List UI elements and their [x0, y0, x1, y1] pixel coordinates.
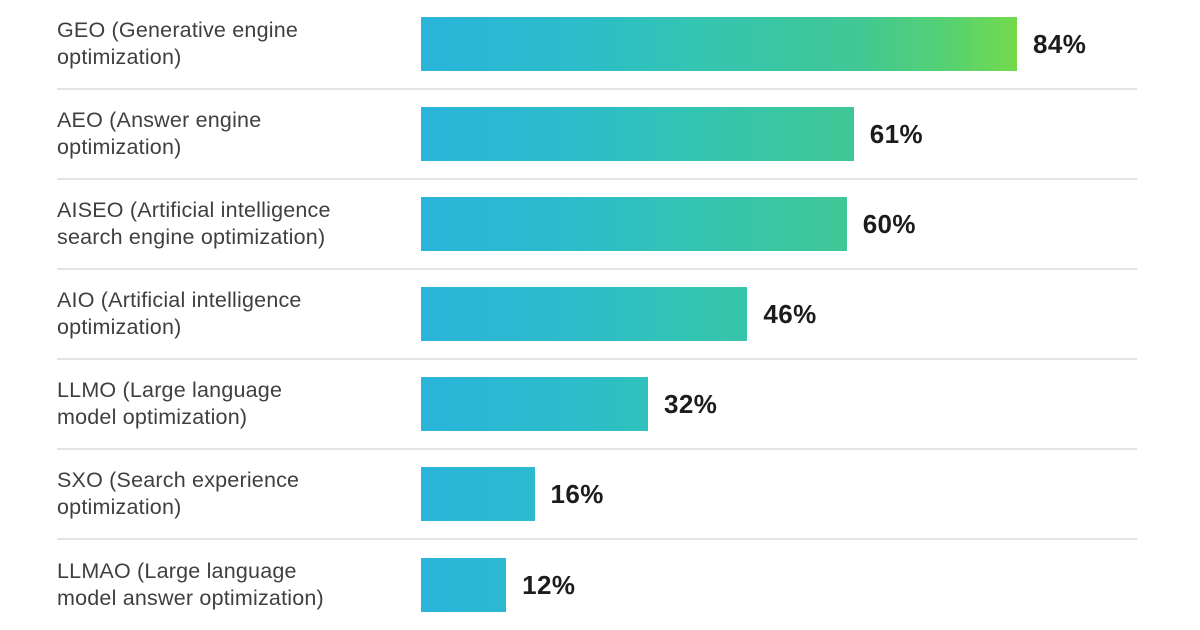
- bar-area: 61%: [421, 90, 1137, 178]
- value-label: 61%: [869, 118, 924, 149]
- value-label: 12%: [522, 569, 576, 600]
- chart-row: AIO (Artificial intelligence optimizatio…: [57, 270, 1137, 360]
- value-label: 84%: [1033, 28, 1087, 59]
- bar: [421, 377, 648, 431]
- category-label: LLMO (Large language model optimization): [57, 378, 283, 429]
- bar-area: 84%: [421, 0, 1137, 88]
- category-label: AIO (Artificial intelligence optimizatio…: [57, 288, 302, 339]
- category-label: AEO (Answer engine optimization): [57, 108, 262, 159]
- category-label: SXO (Search experience optimization): [57, 468, 300, 519]
- bar-area: 16%: [421, 450, 1137, 538]
- bar: [421, 17, 1017, 71]
- value-label: 46%: [763, 298, 817, 329]
- chart-row: LLMAO (Large language model answer optim…: [57, 540, 1137, 630]
- chart-row: GEO (Generative engine optimization) 84%: [57, 0, 1137, 90]
- chart-row: LLMO (Large language model optimization)…: [57, 360, 1137, 450]
- bar: [421, 467, 535, 521]
- bar: [421, 197, 847, 251]
- bar: [421, 558, 507, 612]
- category-label: AISEO (Artificial intelligence search en…: [57, 198, 331, 249]
- chart-row: AEO (Answer engine optimization) 61%: [57, 90, 1137, 180]
- value-label: 60%: [862, 208, 916, 239]
- bar-area: 60%: [421, 180, 1137, 268]
- chart-row: SXO (Search experience optimization) 16%: [57, 450, 1137, 540]
- chart-row: AISEO (Artificial intelligence search en…: [57, 180, 1137, 270]
- category-label: LLMAO (Large language model answer optim…: [57, 559, 324, 610]
- value-label: 32%: [664, 388, 718, 419]
- bar-area: 32%: [421, 360, 1137, 448]
- value-label: 16%: [550, 478, 604, 509]
- bar: [421, 107, 854, 161]
- bar-area: 46%: [421, 270, 1137, 358]
- bar-area: 12%: [421, 540, 1137, 630]
- bar-chart: GEO (Generative engine optimization) 84%…: [57, 0, 1137, 630]
- category-label: GEO (Generative engine optimization): [57, 18, 299, 69]
- bar: [421, 287, 748, 341]
